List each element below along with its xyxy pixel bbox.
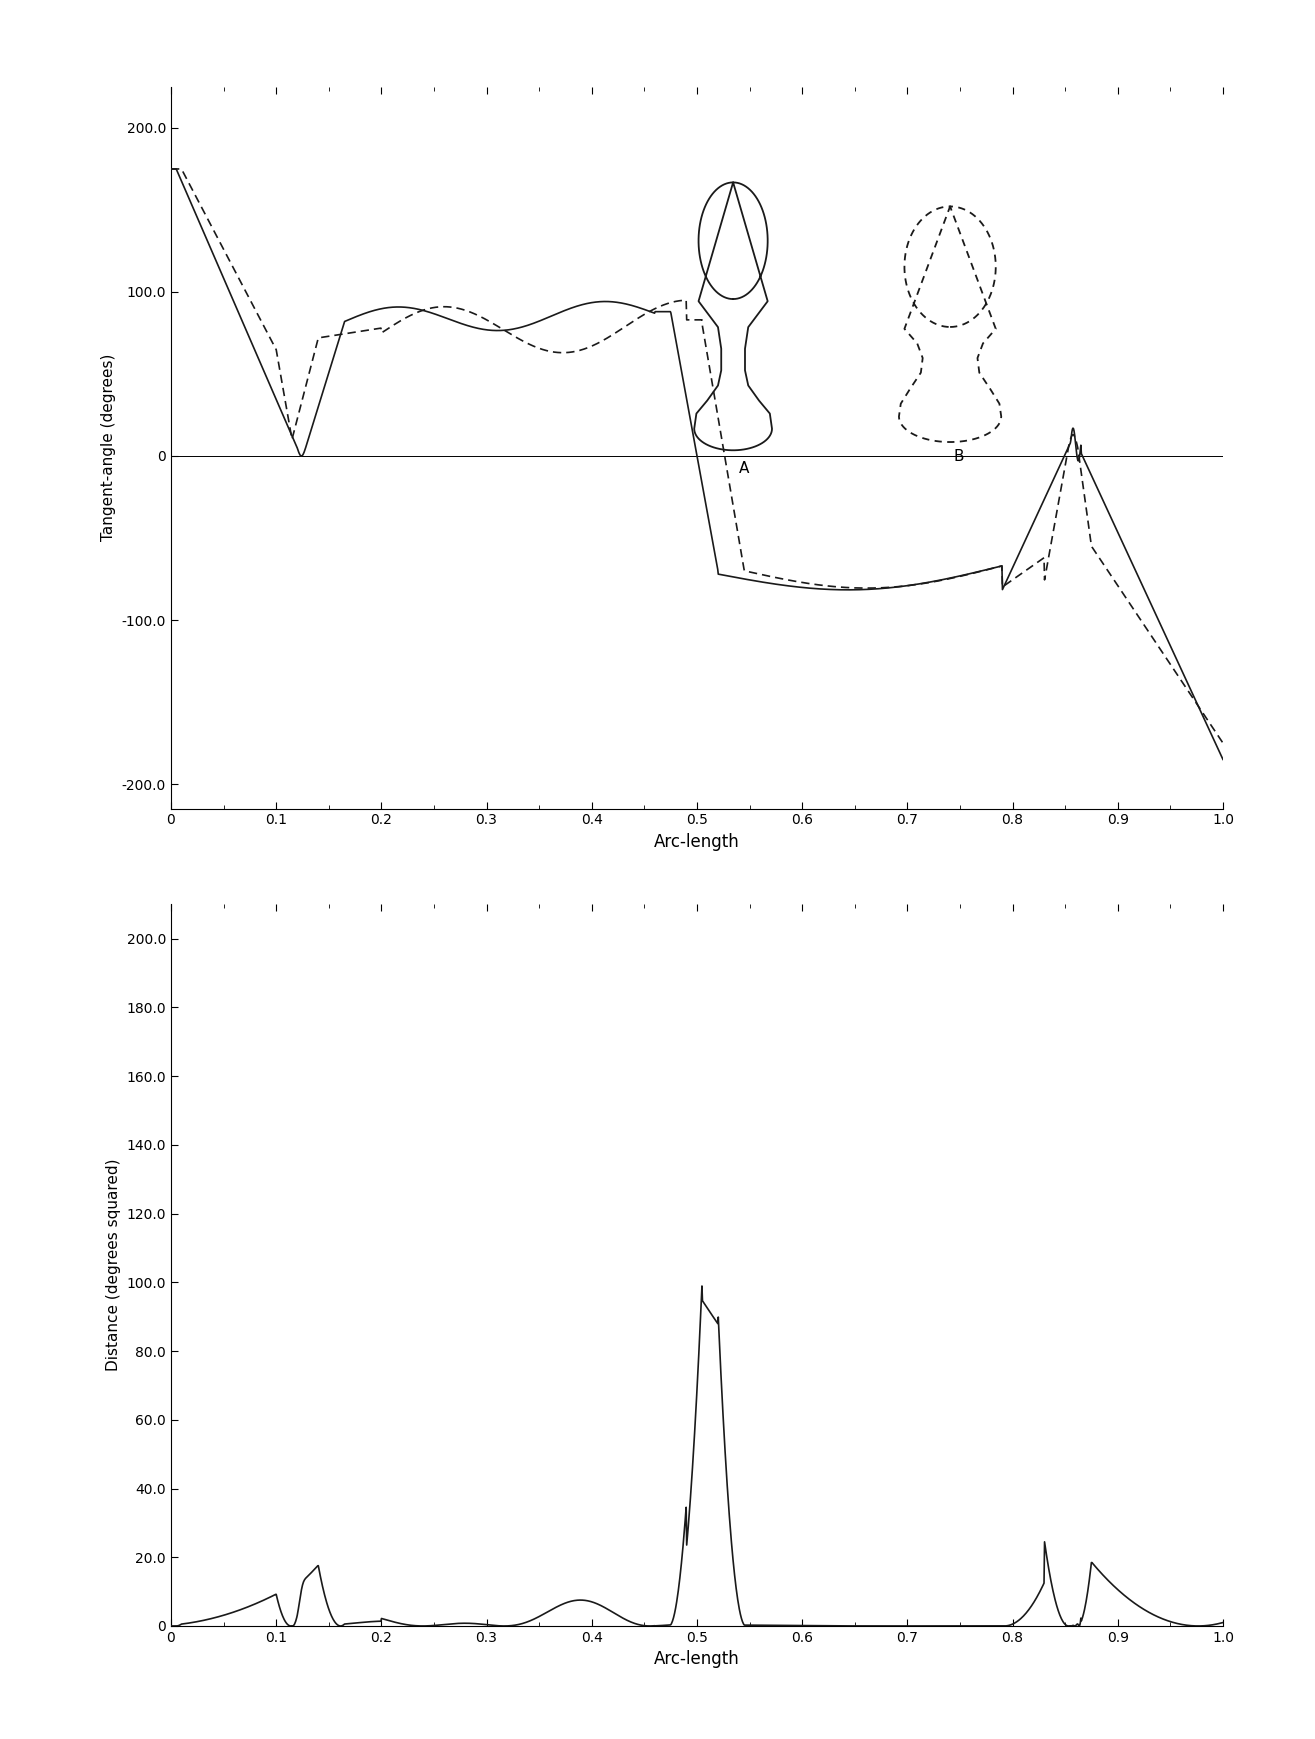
Text: B: B: [953, 449, 964, 464]
Y-axis label: Tangent-angle (degrees): Tangent-angle (degrees): [101, 355, 116, 541]
X-axis label: Arc-length: Arc-length: [654, 833, 740, 850]
Y-axis label: Distance (degrees squared): Distance (degrees squared): [107, 1158, 121, 1372]
Text: A: A: [739, 461, 750, 476]
X-axis label: Arc-length: Arc-length: [654, 1650, 740, 1668]
